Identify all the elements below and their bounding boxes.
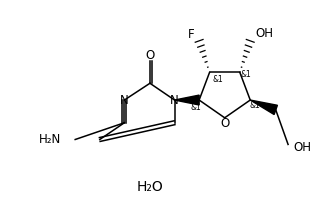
Text: OH: OH bbox=[294, 141, 312, 154]
Text: &1: &1 bbox=[241, 70, 252, 79]
Text: &1: &1 bbox=[212, 75, 223, 84]
Text: &1: &1 bbox=[249, 102, 260, 110]
Polygon shape bbox=[250, 100, 278, 115]
Text: &1: &1 bbox=[191, 103, 201, 112]
Text: F: F bbox=[188, 28, 195, 41]
Text: O: O bbox=[220, 117, 229, 130]
Text: OH: OH bbox=[255, 27, 273, 40]
Text: N: N bbox=[120, 94, 129, 107]
Text: H₂O: H₂O bbox=[137, 180, 163, 194]
Text: N: N bbox=[170, 94, 179, 107]
Polygon shape bbox=[175, 95, 199, 105]
Text: O: O bbox=[145, 49, 154, 62]
Text: H₂N: H₂N bbox=[39, 133, 61, 146]
